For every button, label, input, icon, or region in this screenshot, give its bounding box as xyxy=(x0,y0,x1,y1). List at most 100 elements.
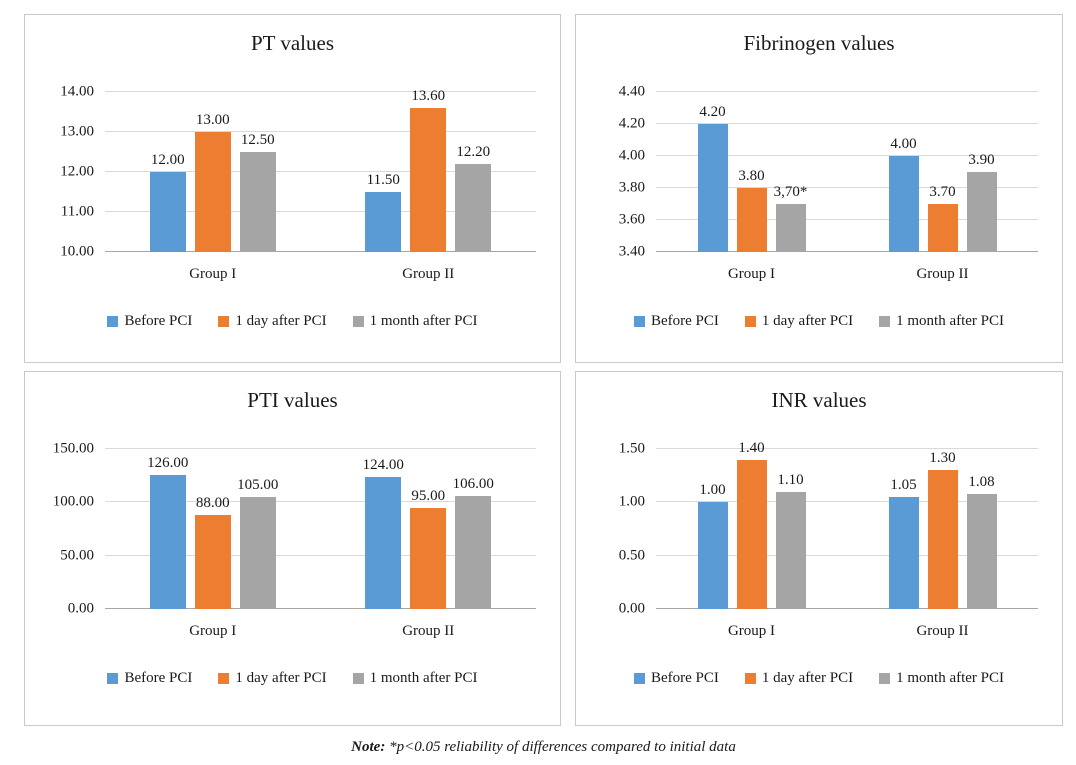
category-row: Group I Group II xyxy=(656,266,1038,283)
legend-swatch-icon xyxy=(352,673,364,684)
bar-groups: 12.00 13.00 12.50 11.50 13.60 12.20 xyxy=(105,88,537,252)
legend-swatch-icon xyxy=(879,673,891,684)
category-label: Group I xyxy=(727,266,776,282)
legend-item: Before PCI xyxy=(107,670,192,687)
gridline xyxy=(656,155,1038,156)
gridline xyxy=(105,554,536,556)
bar-1-day-after-pci: 3.80 xyxy=(736,168,767,252)
bar-value-label: 105.00 xyxy=(237,477,279,493)
legend-item: 1 month after PCI xyxy=(352,670,478,687)
gridline xyxy=(656,608,1038,609)
legend-item: 1 day after PCI xyxy=(744,313,854,330)
legend-label: 1 day after PCI xyxy=(235,313,327,329)
gridline xyxy=(105,608,536,609)
bar-value-label: 124.00 xyxy=(362,456,404,473)
chart-title: PTI values xyxy=(247,388,338,412)
legend-swatch-icon xyxy=(744,316,756,327)
legend-item: 1 month after PCI xyxy=(352,313,478,330)
bar-1-month-after-pci: 1.10 xyxy=(775,472,806,609)
chart-panel-pti-values: PTI values 0.00 50.00 100.00 150.00 126.00 88… xyxy=(24,371,561,726)
bar-groups: 4.20 3.80 3,70* 4.00 3.70 3.90 xyxy=(656,92,1038,252)
gridline xyxy=(105,448,536,449)
bar-value-label: 1.08 xyxy=(968,473,995,490)
gridline xyxy=(656,219,1038,220)
bar-1-month-after-pci: 3,70* xyxy=(774,184,807,252)
legend-item: 1 day after PCI xyxy=(218,670,327,687)
legend: Before PCI 1 day after PCI 1 month after P… xyxy=(25,313,560,330)
bar-1-day-after-pci: 3.70 xyxy=(927,184,958,252)
bar-1-day-after-pci: 88.00 xyxy=(194,495,231,609)
figure-note: Note: *p<0.05 reliability of differences… xyxy=(24,739,1063,756)
y-axis-tick-label: 4.20 xyxy=(618,115,645,132)
legend-label: 1 day after PCI xyxy=(761,313,854,329)
bar-value-label: 1.30 xyxy=(929,450,956,467)
y-axis-tick-label: 3.60 xyxy=(618,211,645,228)
legend-swatch-icon xyxy=(107,316,119,327)
bar-1-month-after-pci: 3.90 xyxy=(966,152,997,252)
plot-area: 10.00 11.00 12.00 13.00 14.00 12.00 13.00 12.50… xyxy=(60,84,537,260)
gridline xyxy=(105,91,536,92)
gridline xyxy=(105,251,536,252)
category-group: 11.50 13.60 12.20 xyxy=(321,88,537,252)
chart-title: PT values xyxy=(250,31,335,55)
bar-1-month-after-pci: 106.00 xyxy=(453,476,494,609)
legend-label: Before PCI xyxy=(124,313,193,329)
bar-value-label: 11.50 xyxy=(366,172,400,188)
legend-swatch-icon xyxy=(218,316,230,327)
gridline xyxy=(656,251,1038,252)
legend-swatch-icon xyxy=(352,316,364,327)
bar-value-label: 3.70 xyxy=(929,184,956,200)
gridline xyxy=(656,187,1038,188)
bar-value-label: 3.80 xyxy=(738,168,765,184)
bar-value-label: 4.00 xyxy=(890,136,917,152)
bar-1-day-after-pci: 95.00 xyxy=(410,488,447,609)
legend-item: Before PCI xyxy=(633,670,719,687)
bar-value-label: 12.50 xyxy=(240,132,275,148)
y-axis-tick-label: 3.40 xyxy=(618,243,645,260)
legend: Before PCI 1 day after PCI 1 month after P… xyxy=(25,670,560,687)
legend-label: Before PCI xyxy=(124,670,193,686)
y-axis-tick-label: 14.00 xyxy=(60,83,94,100)
plot-area: 0.00 50.00 100.00 150.00 126.00 88.00 105.00 12… xyxy=(53,441,536,617)
bar-value-label: 126.00 xyxy=(147,454,189,471)
legend-swatch-icon xyxy=(218,673,230,684)
gridline xyxy=(105,131,536,132)
chart-title: INR values xyxy=(771,388,867,412)
y-axis-tick-label: 50.00 xyxy=(60,547,94,564)
bar-groups: 126.00 88.00 105.00 124.00 95.00 106.00 xyxy=(105,449,536,609)
y-axis-tick-label: 4.00 xyxy=(618,147,645,164)
y-axis-tick-label: 1.50 xyxy=(618,440,645,457)
gridline xyxy=(656,91,1038,92)
bar-before-pci: 1.05 xyxy=(888,477,919,609)
gridline xyxy=(105,171,536,172)
bar-1-month-after-pci: 105.00 xyxy=(237,477,278,609)
y-axis-tick-label: 0.50 xyxy=(618,547,645,564)
y-axis-tick-label: 150.00 xyxy=(52,440,94,457)
bar-1-day-after-pci: 1.40 xyxy=(736,440,767,609)
bar-value-label: 4.20 xyxy=(699,104,726,120)
category-group: 12.00 13.00 12.50 xyxy=(105,92,321,252)
legend-swatch-icon xyxy=(879,316,891,327)
bar-value-label: 106.00 xyxy=(452,475,494,492)
y-axis-tick-label: 4.40 xyxy=(618,83,645,100)
y-axis-tick-label: 11.00 xyxy=(60,203,94,220)
category-label: Group II xyxy=(402,623,455,639)
legend-label: 1 month after PCI xyxy=(896,670,1005,686)
chart-title: Fibrinogen values xyxy=(743,31,895,55)
gridline xyxy=(105,211,536,212)
bar-value-label: 13.00 xyxy=(195,112,230,128)
legend-label: 1 month after PCI xyxy=(369,670,478,686)
category-row: Group I Group II xyxy=(105,623,536,640)
bar-value-label: 12.20 xyxy=(456,144,491,160)
category-label: Group II xyxy=(916,266,969,282)
bar-before-pci: 4.20 xyxy=(697,104,728,252)
y-axis-tick-label: 10.00 xyxy=(60,243,94,260)
note-text: *p<0.05 reliability of differences compa… xyxy=(385,739,736,755)
legend-item: 1 day after PCI xyxy=(218,313,327,330)
legend-item: 1 day after PCI xyxy=(744,670,853,687)
bar-1-day-after-pci: 13.60 xyxy=(410,88,447,252)
gridline xyxy=(656,448,1038,449)
chart-panel-pt-values: PT values 10.00 11.00 12.00 13.00 14.00 12.00… xyxy=(24,14,561,363)
bar-value-label: 1.40 xyxy=(738,439,765,456)
bar-1-day-after-pci: 1.30 xyxy=(927,450,958,609)
